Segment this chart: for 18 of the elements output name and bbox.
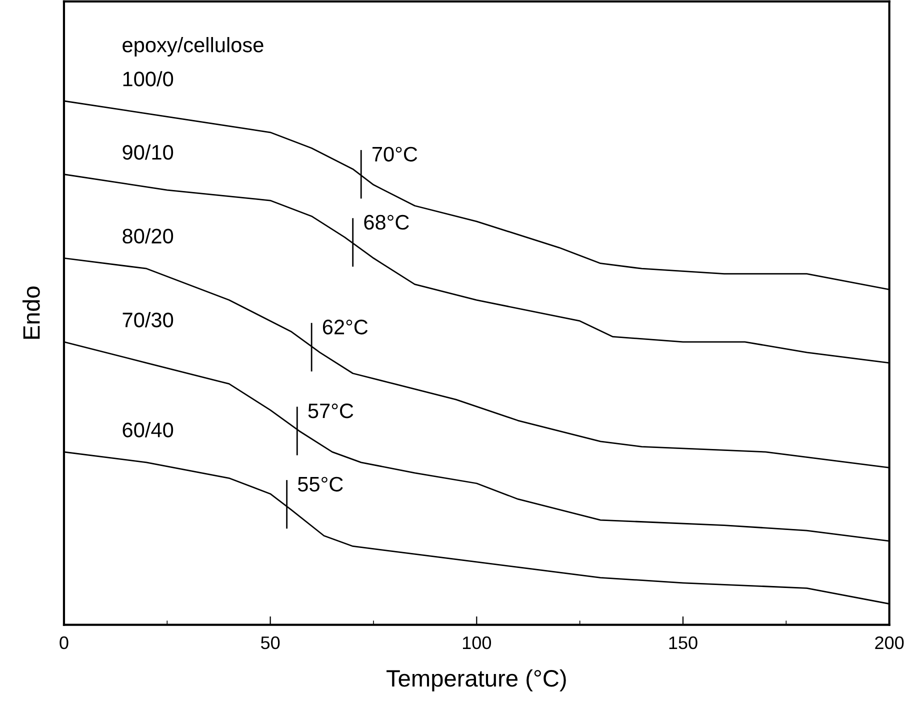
series-label: 90/10	[122, 144, 174, 160]
annotation: 55°C	[298, 476, 343, 492]
x-tick-label: 100	[462, 636, 492, 650]
annotation: 70°C	[372, 146, 418, 162]
series-label: 60/40	[122, 422, 174, 438]
x-tick-label: 50	[260, 636, 280, 650]
legend-title: epoxy/cellulose	[122, 37, 264, 56]
series-label: 80/20	[122, 228, 174, 244]
x-tick-label: 200	[875, 636, 904, 650]
annotation: 62°C	[322, 320, 368, 334]
annotation: 57°C	[308, 404, 354, 418]
series-label: 70/30	[122, 312, 174, 328]
x-axis-title: Temperature (°C)	[386, 669, 566, 692]
series-label: 100/0	[123, 71, 174, 86]
x-tick-label: 0	[60, 636, 68, 650]
y-axis-title: Endo	[22, 286, 40, 339]
x-tick-label: 150	[669, 636, 698, 650]
annotation: 68°C	[364, 214, 409, 230]
